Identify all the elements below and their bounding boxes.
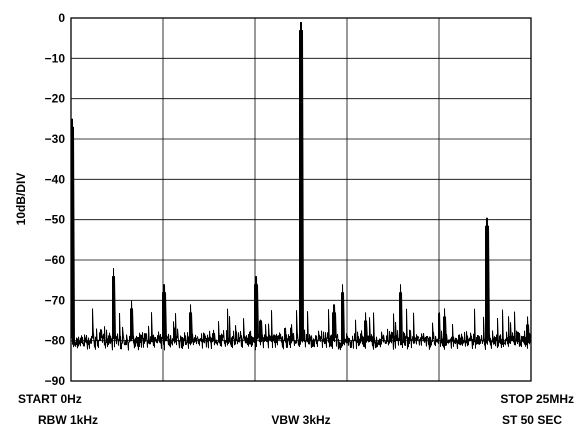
y-tick-label: −30 — [45, 132, 66, 146]
spectrum-trace — [71, 21, 531, 351]
stop-frequency-label: STOP 25MHz — [500, 392, 574, 406]
y-tick-label: −90 — [45, 374, 66, 388]
vbw-label: VBW 3kHz — [271, 413, 330, 427]
start-frequency-label: START 0Hz — [18, 392, 82, 406]
y-tick-label: −60 — [45, 253, 66, 267]
sweep-time-label: ST 50 SEC — [502, 413, 562, 427]
y-tick-label: −10 — [45, 51, 66, 65]
y-tick-label: −50 — [45, 213, 66, 227]
y-axis-label: 10dB/DIV — [14, 173, 28, 226]
y-tick-label: −70 — [45, 293, 66, 307]
y-tick-label: −20 — [45, 92, 66, 106]
y-axis-ticks: 0 −10 −20 −30 −40 −50 −60 −70 −80 −90 — [45, 11, 66, 388]
rbw-label: RBW 1kHz — [38, 413, 98, 427]
y-tick-label: 0 — [58, 11, 65, 25]
y-tick-label: −40 — [45, 172, 66, 186]
y-tick-label: −80 — [45, 334, 66, 348]
